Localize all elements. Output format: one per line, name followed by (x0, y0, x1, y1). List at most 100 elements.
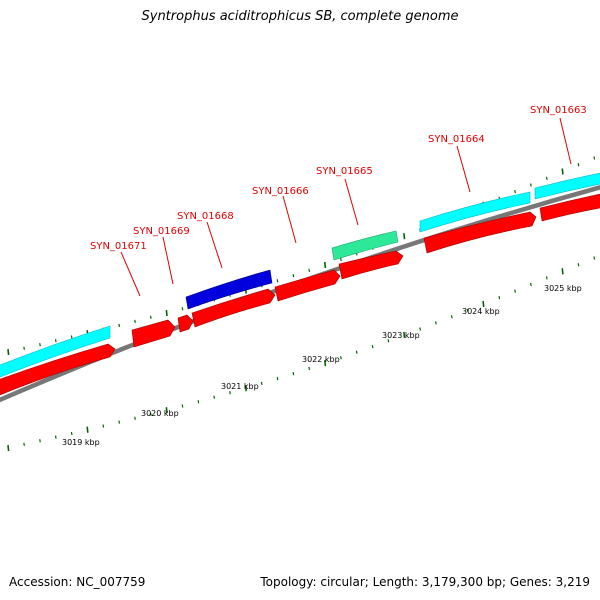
label-leader-line (206, 221, 223, 269)
minor-tick (435, 321, 437, 325)
minor-tick (514, 289, 516, 293)
gene-label[interactable]: SYN_01671 (90, 241, 147, 252)
minor-tick (118, 420, 121, 424)
major-tick (324, 261, 327, 269)
minor-tick (23, 442, 25, 447)
minor-tick (387, 339, 390, 343)
cds-arrow[interactable] (274, 269, 341, 302)
major-tick (482, 300, 485, 308)
gene-label[interactable]: SYN_01664 (428, 134, 485, 145)
scale-track-ticks (7, 256, 596, 452)
minor-tick (466, 308, 469, 313)
label-leader-line (344, 178, 359, 226)
minor-tick (39, 342, 41, 347)
minor-tick (197, 400, 200, 404)
major-tick (403, 233, 406, 240)
cds-arrow[interactable] (539, 193, 600, 222)
minor-tick (514, 189, 516, 194)
minor-tick (593, 256, 596, 260)
minor-tick (39, 439, 41, 443)
minor-tick (23, 346, 25, 350)
kbp-label: 3019 kbp (62, 438, 100, 447)
minor-tick (577, 163, 580, 167)
minor-tick (54, 435, 57, 439)
gene-label[interactable]: SYN_01668 (177, 211, 234, 222)
gene-label[interactable]: SYN_01665 (316, 166, 373, 177)
minor-tick (593, 156, 596, 160)
gene-labels: SYN_01671 SYN_01669 SYN_01668 SYN_01666 … (90, 105, 587, 297)
major-tick (165, 310, 168, 317)
minor-tick (419, 327, 421, 331)
major-tick (324, 360, 327, 367)
scale-labels: 3019 kbp 3020 kbp 3021 kbp 3022 kbp 3023… (62, 284, 582, 447)
major-tick (561, 168, 564, 175)
kbp-label: 3024 kbp (462, 307, 500, 316)
cds-track (0, 193, 600, 397)
minor-tick (450, 315, 453, 319)
minor-tick (134, 319, 136, 324)
minor-tick (134, 416, 136, 420)
minor-tick (149, 315, 152, 319)
major-tick (165, 407, 168, 414)
minor-tick (530, 282, 532, 287)
cds-arrow[interactable] (177, 314, 194, 333)
minor-tick (530, 183, 532, 187)
minor-tick (371, 344, 374, 349)
cds-arrow[interactable] (191, 288, 276, 328)
genome-stats-label: Topology: circular; Length: 3,179,300 bp… (260, 575, 590, 589)
map-title: Syntrophus aciditrophicus SB, complete g… (141, 9, 459, 24)
minor-tick (70, 335, 73, 339)
kbp-label: 3023 kbp (382, 331, 420, 340)
minor-tick (545, 176, 548, 180)
label-leader-line (162, 236, 174, 285)
major-tick (7, 444, 10, 452)
kbp-label: 3022 kbp (302, 355, 340, 364)
gene-label[interactable]: SYN_01663 (530, 105, 587, 116)
minor-tick (54, 339, 57, 343)
cds-arrow[interactable] (338, 250, 404, 280)
blue-feature[interactable] (185, 269, 273, 310)
minor-tick (340, 257, 342, 262)
minor-tick (213, 395, 216, 399)
minor-tick (181, 307, 184, 311)
cds-arrow[interactable] (0, 343, 116, 397)
label-leader-line (456, 145, 471, 193)
major-tick (7, 348, 10, 356)
minor-tick (545, 276, 548, 280)
minor-tick (229, 391, 231, 395)
minor-tick (260, 381, 263, 386)
minor-tick (577, 263, 580, 267)
cyan-feature[interactable] (0, 325, 111, 379)
label-leader-line (120, 251, 141, 297)
minor-tick (498, 295, 501, 300)
label-leader-line (559, 117, 572, 165)
accession-label: Accession: NC_007759 (9, 575, 146, 589)
gene-label[interactable]: SYN_01669 (133, 226, 190, 237)
major-tick (244, 385, 247, 392)
gene-label[interactable]: SYN_01666 (252, 186, 309, 197)
cds-arrow[interactable] (423, 211, 537, 254)
minor-tick (308, 268, 311, 273)
kbp-label: 3020 kbp (141, 409, 179, 418)
cds-arrow[interactable] (131, 319, 176, 348)
minor-tick (102, 424, 105, 428)
cyan-feature-track (0, 172, 600, 379)
kbp-label: 3025 kbp (544, 284, 582, 293)
green-feature[interactable] (331, 230, 399, 261)
cyan-feature[interactable] (534, 172, 600, 200)
minor-tick (355, 350, 358, 354)
minor-tick (181, 404, 184, 408)
label-leader-line (282, 195, 297, 244)
kbp-label: 3021 kbp (221, 382, 259, 391)
cyan-feature[interactable] (419, 191, 531, 233)
major-tick (86, 426, 89, 433)
minor-tick (149, 412, 152, 416)
minor-tick (70, 431, 73, 436)
minor-tick (292, 273, 295, 278)
minor-tick (292, 371, 295, 376)
minor-tick (276, 376, 279, 381)
major-tick (561, 268, 564, 275)
minor-tick (118, 323, 121, 328)
